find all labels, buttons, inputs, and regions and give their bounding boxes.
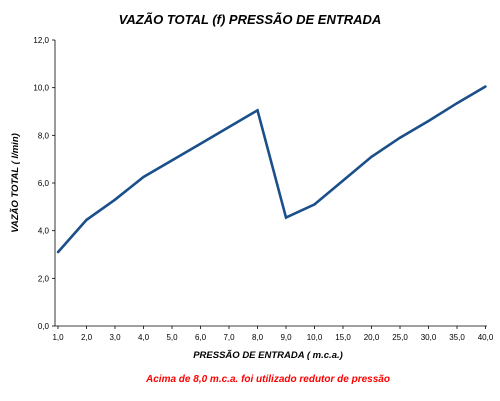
y-axis-label: VAZÃO TOTAL ( l/min): [10, 133, 21, 233]
x-tick-label: 30,0: [421, 333, 437, 342]
data-point: [284, 216, 288, 219]
x-tick-label: 8,0: [252, 333, 264, 342]
data-point: [427, 119, 430, 123]
y-tick-label: 0,0: [38, 322, 50, 331]
y-tick-labels: 0,0 2,0 4,0 6,0 8,0 10,0 12,0: [33, 36, 55, 331]
x-tick-label: 25,0: [392, 333, 408, 342]
series-group: [56, 85, 487, 254]
data-point: [85, 218, 88, 222]
x-tick-label: 1,0: [52, 333, 64, 342]
data-point: [455, 101, 459, 105]
x-tick-label: 4,0: [138, 333, 150, 342]
x-tick-label: 5,0: [166, 333, 178, 342]
y-tick-label: 2,0: [38, 274, 50, 283]
y-tick-label: 8,0: [38, 131, 50, 140]
data-point: [256, 109, 259, 112]
chart-title: VAZÃO TOTAL (f) PRESSÃO DE ENTRADA: [119, 12, 382, 27]
x-tick-label: 2,0: [81, 333, 93, 342]
y-tick-label: 6,0: [38, 179, 50, 188]
data-point: [142, 175, 145, 179]
x-tick-label: 15,0: [335, 333, 351, 342]
x-tick-label: 35,0: [449, 333, 465, 342]
x-tick-label: 40,0: [478, 333, 494, 342]
data-point: [170, 159, 174, 162]
data-point: [113, 198, 117, 201]
x-tick-label: 6,0: [195, 333, 207, 342]
data-point: [370, 155, 373, 158]
x-tick-label: 10,0: [307, 333, 323, 342]
data-point: [199, 142, 202, 145]
y-tick-label: 10,0: [33, 84, 49, 93]
x-axis-label: PRESSÃO DE ENTRADA ( m.c.a.): [193, 350, 343, 361]
x-tick-label: 7,0: [223, 333, 235, 342]
data-point: [227, 125, 231, 129]
data-point: [341, 179, 345, 182]
data-point: [313, 203, 316, 206]
x-tick-label: 3,0: [109, 333, 121, 342]
data-point: [484, 85, 487, 88]
data-point: [56, 250, 60, 254]
data-point: [398, 136, 402, 139]
y-tick-label: 4,0: [38, 227, 50, 236]
series-line: [57, 85, 487, 253]
chart-note: Acima de 8,0 m.c.a. foi utilizado reduto…: [145, 374, 390, 385]
y-tick-label: 12,0: [33, 36, 49, 45]
x-tick-label: 20,0: [364, 333, 380, 342]
x-tick-labels: 1,0 2,0 3,0 4,0 5,0 6,0 7,0 8,0 9,0 10,0 15,0 20,0 2…: [52, 326, 494, 342]
x-tick-label: 9,0: [280, 333, 292, 342]
